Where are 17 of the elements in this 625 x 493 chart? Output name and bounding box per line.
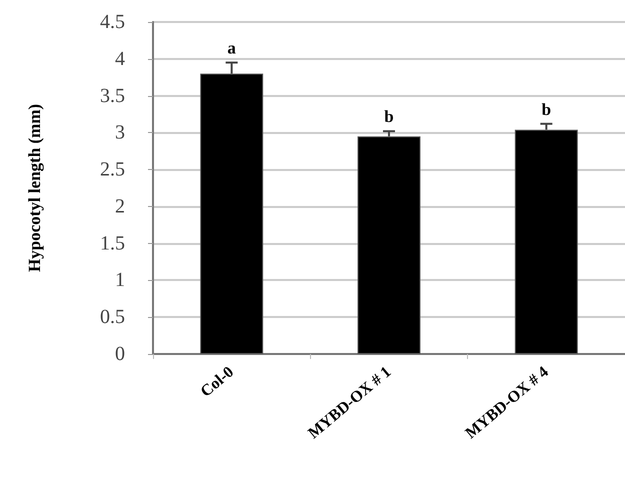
bar bbox=[514, 130, 578, 354]
y-tick-label: 4 bbox=[115, 48, 125, 70]
y-tick-label: 0.5 bbox=[100, 306, 125, 328]
y-tick-label: 4.5 bbox=[100, 11, 125, 33]
y-axis-title: Hypocotyl length (mm) bbox=[25, 104, 44, 272]
y-tick-label: 1.5 bbox=[100, 232, 125, 254]
annotation: b bbox=[384, 107, 394, 126]
y-tick-label: 2.5 bbox=[100, 158, 125, 181]
y-tick-label: 1 bbox=[115, 269, 125, 292]
y-tick-label: 0 bbox=[115, 343, 125, 365]
bar bbox=[200, 74, 264, 354]
y-tick-label: 3 bbox=[115, 122, 125, 144]
bar bbox=[358, 136, 420, 354]
y-tick-label: 2 bbox=[115, 195, 125, 218]
y-tick-label: 3.5 bbox=[100, 84, 125, 107]
annotation: a bbox=[227, 38, 236, 58]
annotation: b bbox=[542, 100, 552, 119]
